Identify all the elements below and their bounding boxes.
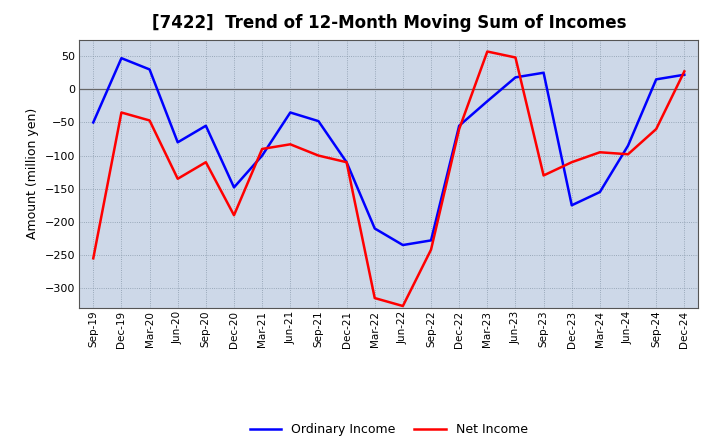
Net Income	[539, 173, 548, 178]
Ordinary Income	[483, 99, 492, 104]
Net Income	[624, 152, 632, 157]
Ordinary Income	[258, 153, 266, 158]
Net Income	[483, 49, 492, 54]
Ordinary Income	[680, 72, 688, 77]
Ordinary Income	[117, 55, 126, 61]
Ordinary Income	[539, 70, 548, 75]
Legend: Ordinary Income, Net Income: Ordinary Income, Net Income	[245, 418, 533, 440]
Ordinary Income	[202, 123, 210, 128]
Net Income	[258, 147, 266, 152]
Ordinary Income	[314, 118, 323, 124]
Ordinary Income	[286, 110, 294, 115]
Ordinary Income	[342, 160, 351, 165]
Net Income	[145, 118, 154, 123]
Line: Net Income: Net Income	[94, 51, 684, 306]
Net Income	[567, 160, 576, 165]
Net Income	[174, 176, 182, 181]
Net Income	[89, 256, 98, 261]
Ordinary Income	[624, 143, 632, 148]
Net Income	[370, 295, 379, 301]
Net Income	[652, 126, 660, 132]
Net Income	[202, 160, 210, 165]
Net Income	[117, 110, 126, 115]
Title: [7422]  Trend of 12-Month Moving Sum of Incomes: [7422] Trend of 12-Month Moving Sum of I…	[151, 15, 626, 33]
Net Income	[342, 160, 351, 165]
Y-axis label: Amount (million yen): Amount (million yen)	[26, 108, 39, 239]
Ordinary Income	[174, 139, 182, 145]
Ordinary Income	[145, 67, 154, 72]
Net Income	[286, 142, 294, 147]
Ordinary Income	[595, 189, 604, 194]
Net Income	[511, 55, 520, 60]
Ordinary Income	[230, 185, 238, 190]
Line: Ordinary Income: Ordinary Income	[94, 58, 684, 245]
Net Income	[595, 150, 604, 155]
Net Income	[230, 213, 238, 218]
Net Income	[680, 69, 688, 74]
Ordinary Income	[652, 77, 660, 82]
Ordinary Income	[455, 123, 464, 128]
Net Income	[314, 153, 323, 158]
Ordinary Income	[511, 75, 520, 80]
Ordinary Income	[370, 226, 379, 231]
Net Income	[427, 247, 436, 252]
Ordinary Income	[399, 242, 408, 248]
Ordinary Income	[427, 238, 436, 243]
Ordinary Income	[567, 203, 576, 208]
Net Income	[455, 126, 464, 132]
Ordinary Income	[89, 120, 98, 125]
Net Income	[399, 303, 408, 308]
